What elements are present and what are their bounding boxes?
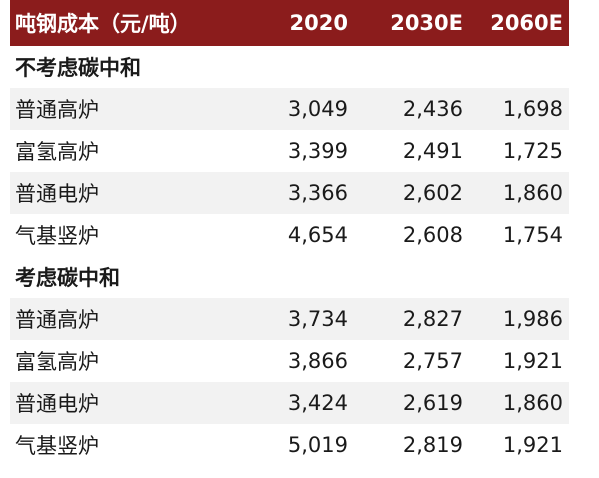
table-row: 普通高炉 3,734 2,827 1,986: [10, 298, 569, 340]
header-year-2060e: 2060E: [490, 11, 563, 35]
row-label: 富氢高炉: [10, 340, 264, 382]
cell-2030e: 2,819: [354, 424, 469, 466]
row-label: 普通电炉: [10, 382, 264, 424]
cost-table-container: 吨钢成本（元/吨） 2020 2030E 2060E 不考虑碳中和 普通高炉 3…: [10, 0, 569, 466]
row-label: 普通电炉: [10, 172, 264, 214]
section-row: 不考虑碳中和: [10, 46, 569, 88]
cell-2020: 3,424: [264, 382, 354, 424]
cell-2030e: 2,619: [354, 382, 469, 424]
row-label: 普通高炉: [10, 298, 264, 340]
cell-2030e: 2,491: [354, 130, 469, 172]
table-row: 富氢高炉 3,866 2,757 1,921: [10, 340, 569, 382]
row-label: 气基竖炉: [10, 214, 264, 256]
cell-2060e: 1,921: [469, 424, 569, 466]
cell-2020: 3,399: [264, 130, 354, 172]
cell-2060e: 1,754: [469, 214, 569, 256]
cell-2030e: 2,436: [354, 88, 469, 130]
cell-2060e: 1,860: [469, 382, 569, 424]
cell-2030e: 2,602: [354, 172, 469, 214]
section-title: 考虑碳中和: [10, 256, 569, 298]
cell-2030e: 2,757: [354, 340, 469, 382]
header-year-2030e: 2030E: [390, 11, 463, 35]
row-label: 普通高炉: [10, 88, 264, 130]
table-row: 普通电炉 3,366 2,602 1,860: [10, 172, 569, 214]
cell-2020: 3,366: [264, 172, 354, 214]
steel-cost-table: 吨钢成本（元/吨） 2020 2030E 2060E 不考虑碳中和 普通高炉 3…: [10, 0, 569, 466]
header-year-2020: 2020: [289, 11, 348, 35]
row-label: 富氢高炉: [10, 130, 264, 172]
cell-2030e: 2,608: [354, 214, 469, 256]
cell-2060e: 1,986: [469, 298, 569, 340]
cell-2060e: 1,698: [469, 88, 569, 130]
cell-2060e: 1,725: [469, 130, 569, 172]
table-row: 普通高炉 3,049 2,436 1,698: [10, 88, 569, 130]
cell-2020: 3,049: [264, 88, 354, 130]
table-row: 富氢高炉 3,399 2,491 1,725: [10, 130, 569, 172]
header-label: 吨钢成本（元/吨）: [15, 12, 191, 36]
cell-2020: 3,734: [264, 298, 354, 340]
cell-2060e: 1,860: [469, 172, 569, 214]
cell-2020: 4,654: [264, 214, 354, 256]
row-label: 气基竖炉: [10, 424, 264, 466]
section-row: 考虑碳中和: [10, 256, 569, 298]
table-row: 气基竖炉 5,019 2,819 1,921: [10, 424, 569, 466]
cell-2030e: 2,827: [354, 298, 469, 340]
table-row: 普通电炉 3,424 2,619 1,860: [10, 382, 569, 424]
section-title: 不考虑碳中和: [10, 46, 569, 88]
cell-2060e: 1,921: [469, 340, 569, 382]
table-row: 气基竖炉 4,654 2,608 1,754: [10, 214, 569, 256]
cell-2020: 5,019: [264, 424, 354, 466]
cell-2020: 3,866: [264, 340, 354, 382]
table-header-row: 吨钢成本（元/吨） 2020 2030E 2060E: [10, 0, 569, 46]
